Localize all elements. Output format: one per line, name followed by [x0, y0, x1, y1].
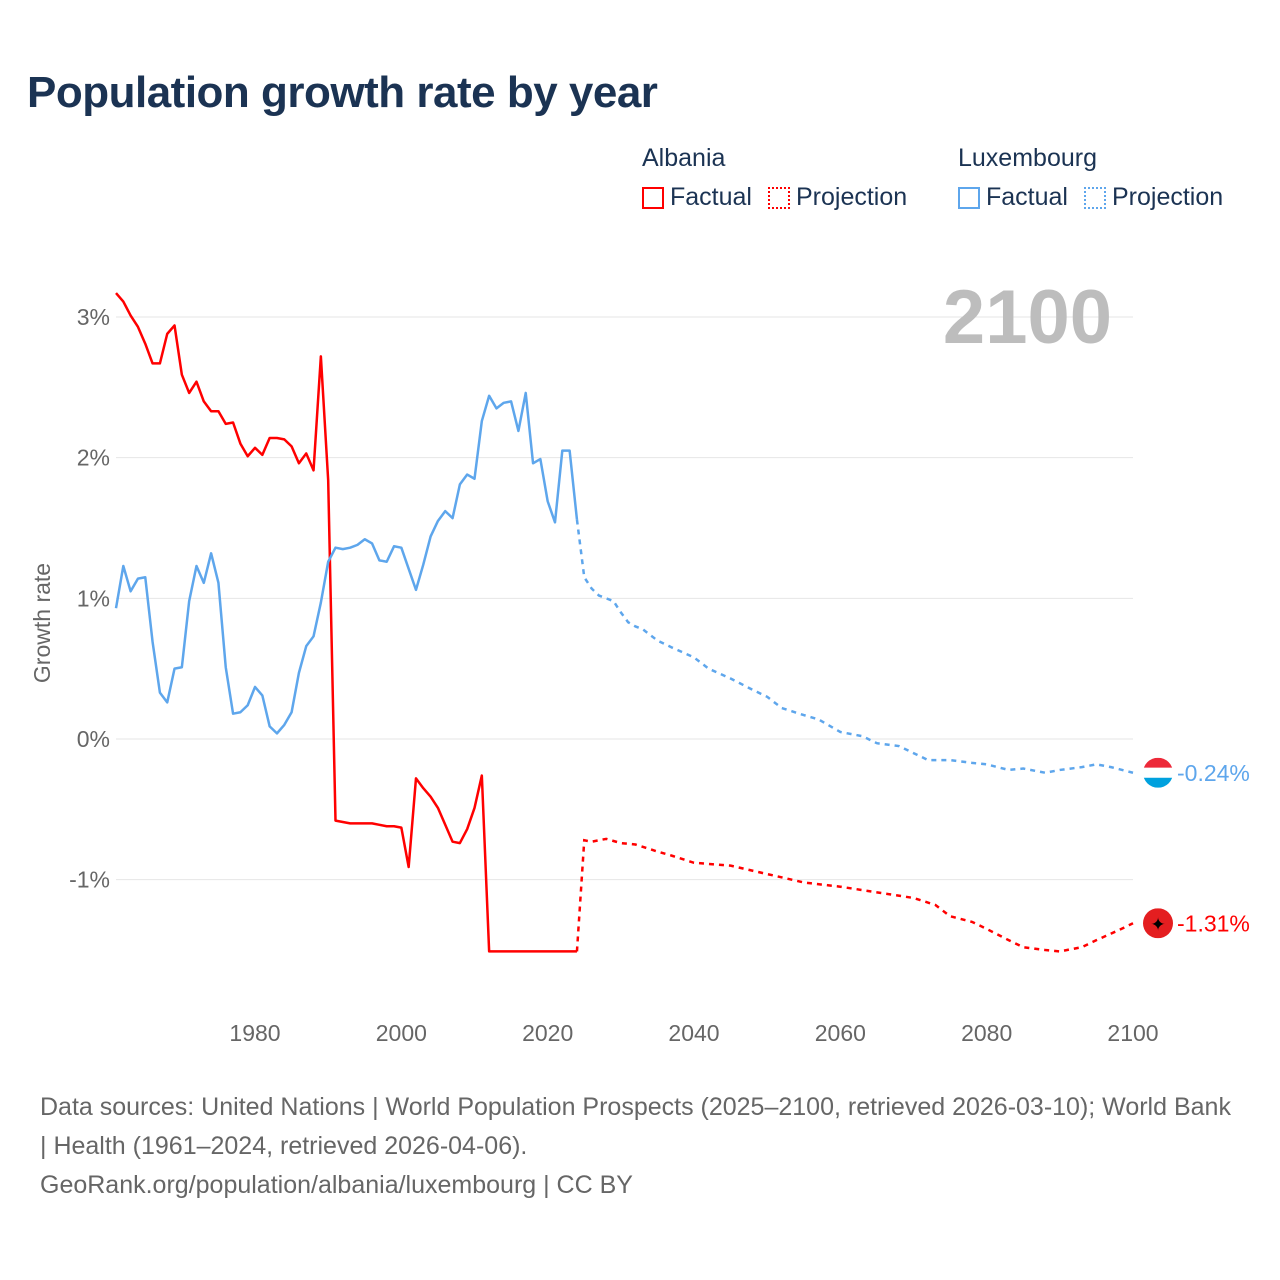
legend-label: Factual [986, 183, 1068, 211]
dotted-swatch-icon [767, 186, 790, 209]
y-tick-label: 2% [77, 445, 110, 471]
luxembourg-flag-icon [1143, 757, 1173, 788]
y-axis-label: Growth rate [29, 563, 55, 683]
legend-label: Projection [795, 183, 908, 211]
x-tick-label: 2040 [668, 1020, 719, 1046]
year-display: 2100 [943, 275, 1112, 360]
footer: Data sources: United Nations | World Pop… [40, 1088, 1240, 1205]
x-tick-label: 2020 [522, 1020, 573, 1046]
x-tick-label: 2000 [376, 1020, 427, 1046]
line-albania-projection [575, 837, 1134, 953]
x-tick-label: 2080 [961, 1020, 1012, 1046]
legend-group-albania: Albania Factual Projection [642, 144, 907, 212]
albania-flag-icon: ✦ [1143, 908, 1173, 939]
x-tick-label: 2100 [1107, 1020, 1158, 1046]
svg-text:✦: ✦ [1150, 914, 1165, 934]
legend-luxembourg-factual[interactable]: Factual [958, 183, 1068, 212]
y-tick-label: -1% [69, 867, 110, 893]
data-sources: Data sources: United Nations | World Pop… [40, 1093, 1231, 1160]
legend-albania-projection[interactable]: Projection [767, 183, 908, 212]
legend-group-name: Albania [642, 144, 726, 172]
legend-group-name: Luxembourg [958, 144, 1097, 172]
legend-label: Projection [1111, 183, 1224, 211]
end-value-label: -0.24% [1177, 760, 1250, 786]
y-tick-label: 0% [77, 726, 110, 752]
x-tick-label: 1980 [229, 1020, 280, 1046]
end-value-label: -1.31% [1177, 910, 1250, 936]
chart-title: Population growth rate by year [27, 68, 658, 117]
line-albania-factual [115, 292, 577, 953]
line-luxembourg-factual [114, 391, 579, 735]
solid-swatch-icon [642, 186, 664, 209]
legend-albania-factual[interactable]: Factual [642, 183, 752, 212]
line-luxembourg-projection [575, 519, 1134, 775]
attribution-link[interactable]: GeoRank.org/population/albania/luxembour… [40, 1171, 633, 1199]
x-tick-label: 2060 [815, 1020, 866, 1046]
y-tick-label: 3% [77, 304, 110, 330]
legend-luxembourg-projection[interactable]: Projection [1083, 183, 1224, 212]
solid-swatch-icon [958, 186, 980, 209]
dotted-swatch-icon [1083, 186, 1106, 209]
legend-group-luxembourg: Luxembourg Factual Projection [958, 144, 1223, 212]
y-tick-label: 1% [77, 585, 110, 611]
legend-label: Factual [670, 183, 752, 211]
